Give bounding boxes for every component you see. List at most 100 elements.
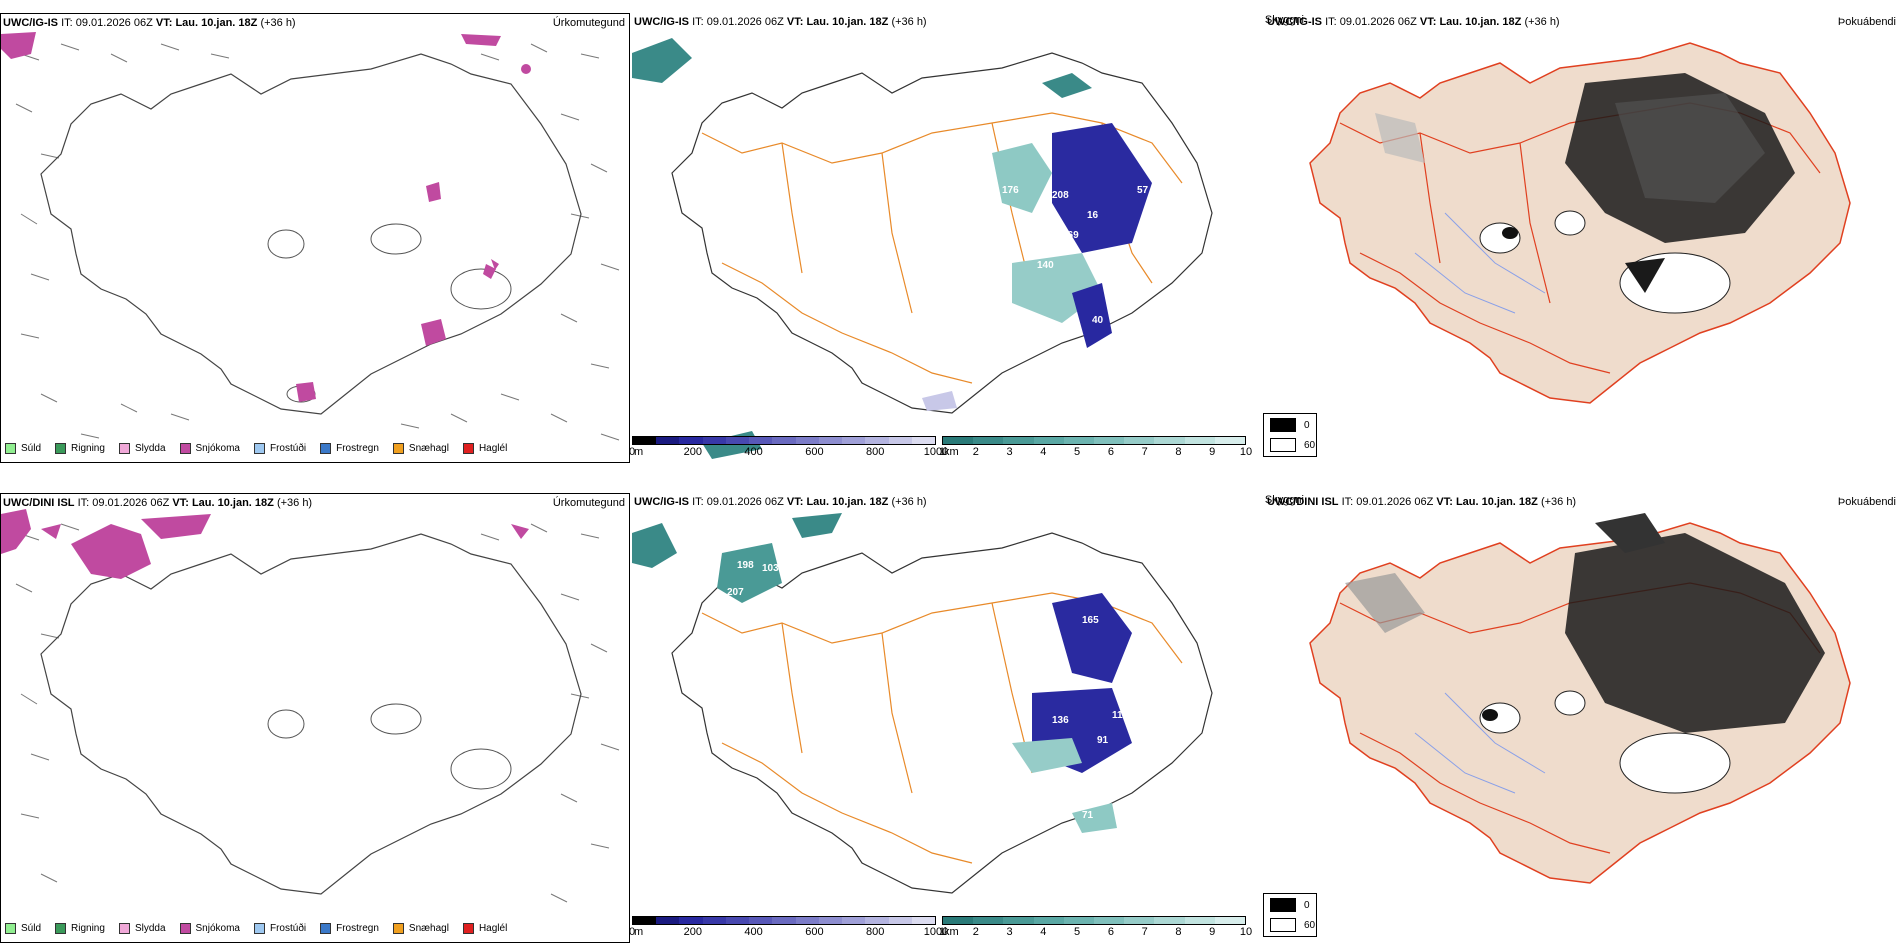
iceland-outline bbox=[40, 53, 582, 415]
colorbar-cell bbox=[1003, 917, 1034, 924]
colorbar-cell bbox=[842, 917, 866, 924]
colorbar-m-ticks: 0 200 400 600 800 1000 bbox=[628, 925, 948, 938]
wind-barbs bbox=[15, 43, 620, 441]
colorbar-tick-label: 5 bbox=[1074, 446, 1081, 458]
colorbar-km-ticks: 1 2 3 4 5 6 7 8 9 10 bbox=[939, 445, 1252, 458]
colorbar-tick-label: 0 bbox=[628, 446, 636, 458]
colorbar-tick-label: 600 bbox=[805, 446, 824, 458]
colorbar-cell bbox=[911, 917, 936, 924]
panel-title-precip: Úrkomutegund bbox=[552, 497, 625, 509]
colorbar-cell bbox=[1124, 437, 1155, 444]
colorbar-cell bbox=[818, 917, 843, 924]
colorbar-cell bbox=[865, 917, 889, 924]
value-label: 165 bbox=[1082, 615, 1099, 626]
legend-item: Snæhagl bbox=[392, 443, 449, 454]
glacier-contours bbox=[267, 703, 512, 790]
colorbar-tick-label: 6 bbox=[1107, 926, 1114, 938]
colorbar-cell bbox=[973, 917, 1004, 924]
colorbar-cell bbox=[943, 917, 974, 924]
colorbar-cell bbox=[1033, 437, 1064, 444]
colorbar-cell bbox=[865, 437, 889, 444]
colorbar-tick-label: 200 bbox=[683, 926, 702, 938]
legend-item: Rigning bbox=[55, 443, 105, 454]
legend-item: Frostregn bbox=[320, 923, 379, 934]
colorbar-cell bbox=[911, 437, 936, 444]
low-visibility-areas bbox=[717, 543, 1132, 833]
header-top-vis: UWC/IG-IS IT: 09.01.2026 06Z VT: Lau. 10… bbox=[634, 16, 927, 28]
legend-item: Slydda bbox=[118, 443, 166, 454]
panel-title-visibility: Skyggni bbox=[1264, 494, 1304, 506]
legend-item: Súld bbox=[5, 923, 41, 934]
colorbar-tick-label: 4 bbox=[1040, 926, 1047, 938]
value-label: 62 bbox=[1137, 665, 1149, 676]
colorbar-tick-label: 600 bbox=[805, 926, 824, 938]
colorbar-km-cells bbox=[942, 436, 1246, 445]
colorbar-cell bbox=[795, 917, 819, 924]
value-label: 117 bbox=[1112, 710, 1129, 721]
colorbar-tick-label: 800 bbox=[866, 926, 885, 938]
colorbar-cell bbox=[1063, 437, 1095, 444]
precip-panel-bottom: UWC/DINI ISL IT: 09.01.2026 06Z VT: Lau.… bbox=[0, 493, 630, 943]
value-label: 103 bbox=[762, 563, 779, 574]
visibility-values: 198 103 207 165 62 117 136 91 71 80 bbox=[727, 560, 1149, 821]
colorbar-cell bbox=[1124, 917, 1155, 924]
colorbar-cell bbox=[795, 437, 819, 444]
value-label: 40 bbox=[1092, 315, 1104, 326]
value-label: 57 bbox=[1137, 185, 1149, 196]
colorbar-cell bbox=[943, 437, 974, 444]
legend-item: Haglél bbox=[462, 443, 507, 454]
colorbar-tick-label: 800 bbox=[866, 446, 885, 458]
colorbar-cell bbox=[1154, 437, 1185, 444]
colorbar-cell bbox=[702, 437, 726, 444]
legend-item: Frostregn bbox=[320, 443, 379, 454]
colorbar-m-cells bbox=[632, 436, 936, 445]
colorbar-cell bbox=[888, 917, 912, 924]
iceland-outline bbox=[40, 533, 582, 895]
panel-title-fog: Þokuábendi bbox=[1837, 496, 1896, 508]
colorbar-tick-label: 1 bbox=[938, 926, 946, 938]
colorbar-tick-label: 1000 bbox=[923, 446, 949, 458]
colorbar-tick-label: 400 bbox=[744, 926, 763, 938]
iceland-outline bbox=[671, 532, 1213, 894]
value-label: 110 bbox=[1117, 260, 1134, 271]
snow-areas bbox=[1, 509, 529, 579]
fog-legend: 0 60 bbox=[1263, 413, 1317, 457]
unit-km: km bbox=[944, 446, 959, 458]
colorbar-cell bbox=[973, 437, 1004, 444]
colorbar-cell bbox=[1154, 917, 1185, 924]
colorbar-cell bbox=[1184, 917, 1215, 924]
fog-map-bottom bbox=[1309, 513, 1851, 884]
value-label: 208 bbox=[1052, 190, 1069, 201]
colorbar-m: 0 200 400 600 800 1000 bbox=[628, 916, 948, 938]
colorbar-cell bbox=[702, 917, 726, 924]
fog-patches bbox=[1345, 513, 1825, 794]
colorbar-km-cells bbox=[942, 916, 1246, 925]
colorbar-cell bbox=[888, 437, 912, 444]
value-label: 16 bbox=[1087, 210, 1099, 221]
colorbar-tick-label: 1000 bbox=[923, 926, 949, 938]
fog-map-top bbox=[1309, 42, 1851, 404]
low-visibility-areas bbox=[922, 73, 1152, 411]
fog-swatch-60 bbox=[1270, 438, 1296, 452]
header-top: UWC/IG-IS IT: 09.01.2026 06Z VT: Lau. 10… bbox=[3, 17, 296, 29]
colorbar-km-ticks: 1 2 3 4 5 6 7 8 9 10 bbox=[938, 925, 1252, 938]
iceland-outline bbox=[671, 52, 1213, 414]
wind-barbs bbox=[15, 523, 620, 903]
precip-legend: Súld Rigning Slydda Snjókoma Frostúði Fr… bbox=[5, 923, 507, 934]
swatch-sudd bbox=[5, 443, 16, 454]
colorbar-tick-label: 6 bbox=[1107, 446, 1114, 458]
model-name: UWC/IG-IS bbox=[3, 17, 58, 29]
colorbar-tick-label: 5 bbox=[1074, 926, 1081, 938]
value-label: 71 bbox=[1082, 810, 1094, 821]
value-label: 136 bbox=[1052, 715, 1069, 726]
colorbar-tick-label: 10 bbox=[1239, 926, 1253, 938]
legend-item: Frostúði bbox=[253, 923, 306, 934]
legend-item: Snæhagl bbox=[392, 923, 449, 934]
unit-m: m bbox=[634, 926, 644, 938]
colorbar-cell bbox=[1214, 437, 1246, 444]
fog-legend: 0 60 bbox=[1263, 893, 1317, 937]
precip-map-bottom bbox=[1, 509, 620, 903]
value-label: 176 bbox=[1002, 185, 1019, 196]
colorbar-tick-label: 0 bbox=[628, 926, 636, 938]
colorbar-km: 1 2 3 4 5 6 7 8 9 10 bbox=[938, 916, 1252, 938]
